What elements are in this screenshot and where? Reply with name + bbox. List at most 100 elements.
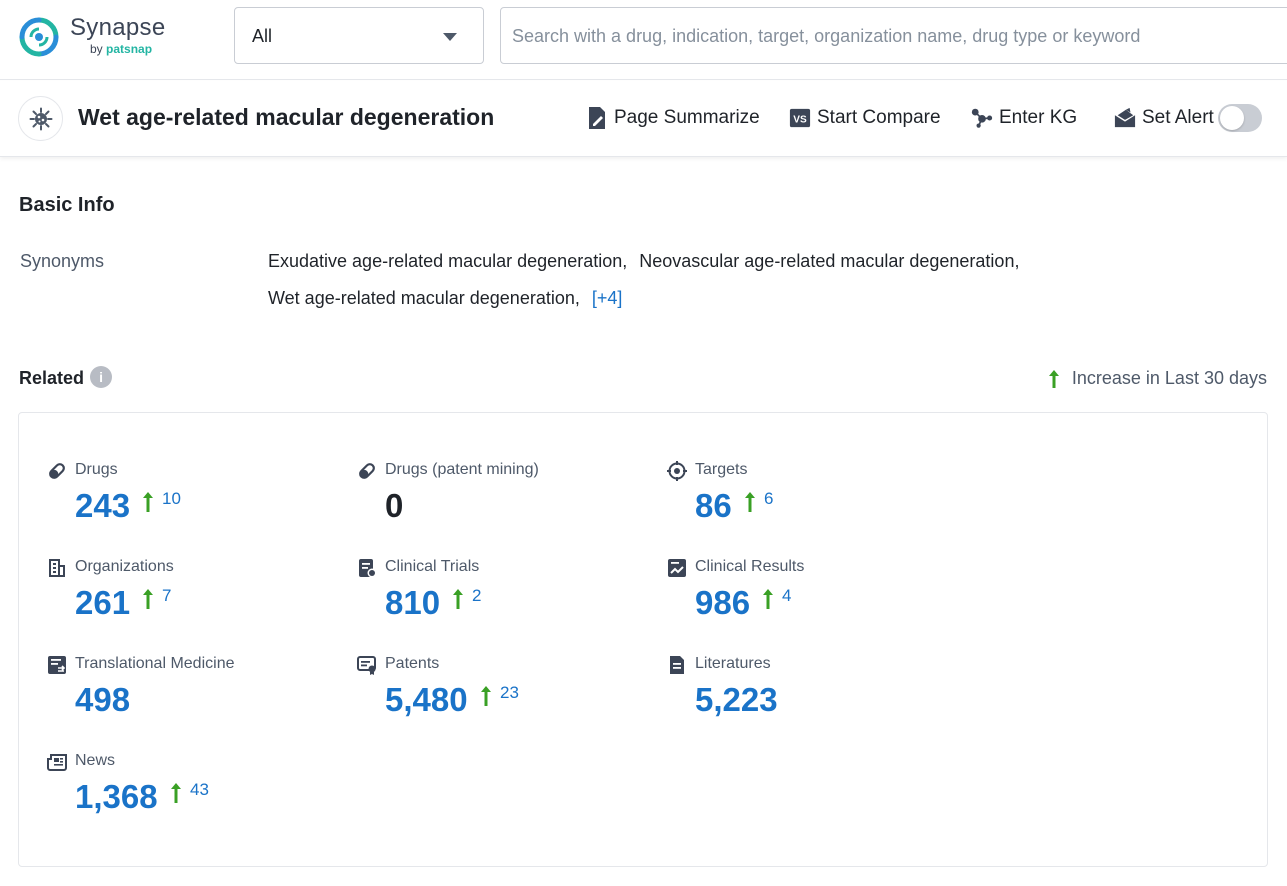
- synonym-item: Neovascular age-related macular degenera…: [639, 251, 1019, 271]
- patent-icon: [357, 655, 377, 675]
- stat-drugs[interactable]: Drugs 243 10: [47, 461, 347, 541]
- legend-label: Increase in Last 30 days: [1072, 368, 1267, 389]
- basic-info-heading: Basic Info: [19, 194, 115, 217]
- start-compare-label: Start Compare: [817, 107, 941, 129]
- stat-patents[interactable]: Patents5,48023: [357, 655, 657, 735]
- enter-kg-label: Enter KG: [999, 107, 1077, 129]
- stat-label: Drugs (patent mining): [385, 461, 539, 479]
- stat-increase: 7: [142, 588, 171, 615]
- stat-label: Translational Medicine: [75, 655, 234, 673]
- stat-count[interactable]: 261: [75, 584, 130, 622]
- stat-count[interactable]: 243: [75, 487, 130, 525]
- newspaper-icon: [47, 752, 67, 772]
- synonym-item: Wet age-related macular degeneration,: [268, 288, 580, 308]
- arrow-up-icon: [480, 685, 492, 712]
- logo-sub-prefix: by: [90, 42, 103, 56]
- stat-drugs-patent-mining[interactable]: Drugs (patent mining) 0: [357, 461, 657, 541]
- pill-icon: [357, 461, 377, 481]
- start-compare-button[interactable]: VS Start Compare: [789, 105, 941, 131]
- alert-mail-icon: [1114, 106, 1136, 130]
- stat-count[interactable]: 986: [695, 584, 750, 622]
- synapse-logo[interactable]: Synapse by patsnap: [18, 14, 178, 60]
- synonym-item: Exudative age-related macular degenerati…: [268, 251, 627, 271]
- stat-increase-value: 6: [764, 489, 773, 509]
- set-alert-label: Set Alert: [1142, 107, 1214, 129]
- toggle-knob: [1220, 106, 1244, 130]
- stat-increase-value: 2: [472, 586, 481, 606]
- related-heading: Related i: [19, 368, 112, 390]
- stat-literatures[interactable]: Literatures 5,223: [667, 655, 967, 735]
- stat-count[interactable]: 1,368: [75, 778, 158, 816]
- compare-vs-icon: VS: [789, 106, 811, 130]
- increase-legend: Increase in Last 30 days: [1048, 368, 1267, 389]
- page-summarize-button[interactable]: Page Summarize: [586, 105, 760, 131]
- logo-name: Synapse: [70, 14, 166, 42]
- stat-label: Clinical Results: [695, 558, 804, 576]
- knowledge-graph-icon: [971, 106, 993, 130]
- document-icon: [667, 655, 687, 675]
- stat-label: News: [75, 752, 115, 770]
- stat-label: Drugs: [75, 461, 118, 479]
- synonyms-label: Synonyms: [20, 251, 104, 272]
- stat-targets[interactable]: Targets 86 6: [667, 461, 967, 541]
- stat-increase-value: 10: [162, 489, 181, 509]
- stat-translational-medicine[interactable]: Translational Medicine 498: [47, 655, 347, 735]
- disease-avatar: [18, 96, 63, 141]
- stat-clinical-results[interactable]: Clinical Results 986 4: [667, 558, 967, 638]
- arrow-up-icon: [1048, 369, 1060, 389]
- stat-increase-value: 43: [190, 780, 209, 800]
- synonyms-line-1: Exudative age-related macular degenerati…: [268, 251, 1031, 272]
- stat-label: Targets: [695, 461, 747, 479]
- target-icon: [667, 461, 687, 481]
- search-scope-value: All: [252, 26, 272, 47]
- search-box: [500, 7, 1287, 64]
- stat-label: Clinical Trials: [385, 558, 479, 576]
- stat-increase: 23: [480, 685, 519, 712]
- arrow-up-icon: [142, 588, 154, 615]
- alert-toggle[interactable]: [1218, 104, 1262, 132]
- search-input[interactable]: [512, 22, 1282, 50]
- stat-increase-value: 4: [782, 586, 791, 606]
- arrow-up-icon: [142, 491, 154, 518]
- arrow-up-icon: [744, 491, 756, 518]
- stat-increase: 6: [744, 491, 773, 518]
- top-bar: Synapse by patsnap All: [0, 0, 1287, 80]
- enter-kg-button[interactable]: Enter KG: [971, 105, 1077, 131]
- arrow-up-icon: [762, 588, 774, 615]
- search-scope-select[interactable]: All: [234, 7, 484, 64]
- stat-count[interactable]: 5,223: [695, 681, 778, 719]
- stat-clinical-trials[interactable]: Clinical Trials 810 2: [357, 558, 657, 638]
- stat-increase: 10: [142, 491, 181, 518]
- stat-increase: 43: [170, 782, 209, 809]
- page-header: Wet age-related macular degeneration Pag…: [0, 81, 1287, 157]
- stat-count[interactable]: 498: [75, 681, 130, 719]
- clipboard-icon: [357, 558, 377, 578]
- logo-subtitle: by patsnap: [90, 42, 152, 56]
- info-icon[interactable]: i: [90, 366, 112, 388]
- page-title: Wet age-related macular degeneration: [78, 104, 494, 131]
- synonyms-line-2: Wet age-related macular degeneration, [+4…: [268, 288, 634, 309]
- results-chart-icon: [667, 558, 687, 578]
- pill-icon: [47, 461, 67, 481]
- related-stats-panel: Drugs24310Drugs (patent mining)0Targets8…: [18, 412, 1268, 867]
- stat-label: Literatures: [695, 655, 771, 673]
- stat-organizations[interactable]: Organizations 261 7: [47, 558, 347, 638]
- related-title: Related: [19, 368, 84, 388]
- stat-count[interactable]: 810: [385, 584, 440, 622]
- stat-increase-value: 7: [162, 586, 171, 606]
- stat-count[interactable]: 0: [385, 487, 403, 525]
- set-alert-button[interactable]: Set Alert: [1114, 105, 1214, 131]
- stat-count[interactable]: 86: [695, 487, 732, 525]
- synapse-logo-icon: [18, 16, 60, 58]
- stat-news[interactable]: News 1,368 43: [47, 752, 347, 832]
- page-summarize-label: Page Summarize: [614, 107, 760, 129]
- arrow-up-icon: [452, 588, 464, 615]
- stat-label: Organizations: [75, 558, 174, 576]
- doc-exchange-icon: [47, 655, 67, 675]
- stat-count[interactable]: 5,480: [385, 681, 468, 719]
- svg-text:VS: VS: [793, 115, 807, 126]
- arrow-up-icon: [170, 782, 182, 809]
- stat-increase-value: 23: [500, 683, 519, 703]
- more-synonyms-link[interactable]: [+4]: [592, 288, 623, 308]
- stat-increase: 4: [762, 588, 791, 615]
